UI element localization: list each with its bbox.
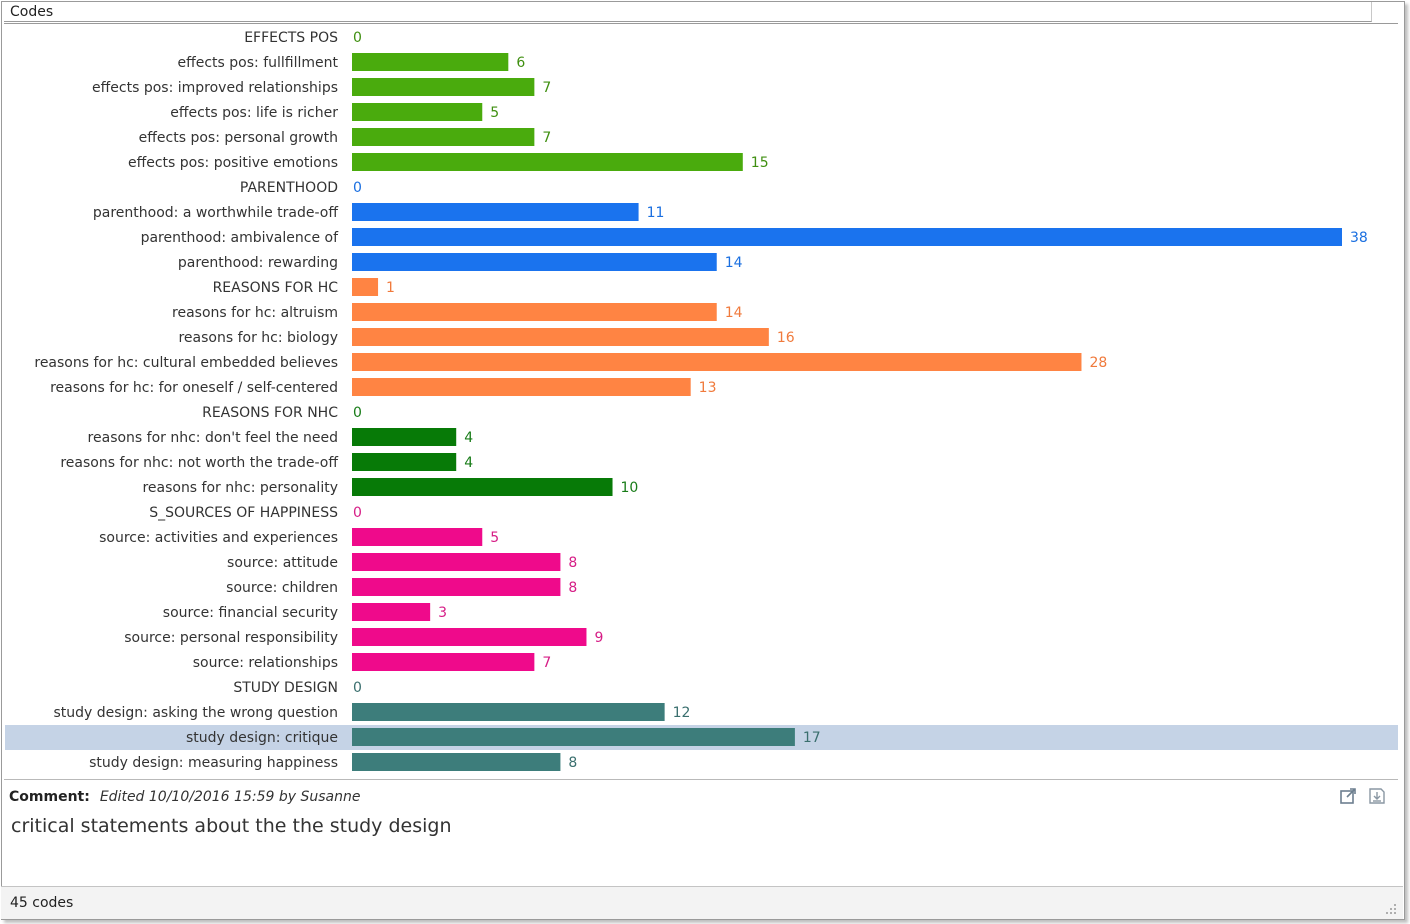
bar[interactable] xyxy=(352,728,795,746)
value-label: 10 xyxy=(621,480,639,496)
category-label[interactable]: reasons for hc: biology xyxy=(178,330,338,346)
bar[interactable] xyxy=(352,103,483,121)
value-label: 3 xyxy=(438,605,447,621)
value-label: 4 xyxy=(464,455,473,471)
bar[interactable] xyxy=(352,628,587,646)
bar[interactable] xyxy=(352,328,769,346)
category-label[interactable]: effects pos: improved relationships xyxy=(92,80,338,96)
value-label: 5 xyxy=(490,105,499,121)
category-label[interactable]: source: financial security xyxy=(163,605,338,621)
category-label[interactable]: reasons for nhc: not worth the trade-off xyxy=(60,455,338,471)
category-label[interactable]: study design: measuring happiness xyxy=(89,755,338,771)
bar[interactable] xyxy=(352,553,561,571)
bar[interactable] xyxy=(352,428,457,446)
bar[interactable] xyxy=(352,353,1082,371)
category-label[interactable]: source: attitude xyxy=(227,555,338,571)
save-icon[interactable] xyxy=(1367,786,1387,806)
value-label: 7 xyxy=(542,130,551,146)
category-label[interactable]: reasons for nhc: don't feel the need xyxy=(88,430,338,446)
bar[interactable] xyxy=(352,78,535,96)
category-label[interactable]: source: relationships xyxy=(193,655,338,671)
bar[interactable] xyxy=(352,453,457,471)
category-label[interactable]: reasons for hc: for oneself / self-cente… xyxy=(50,380,338,396)
value-label: 6 xyxy=(516,55,525,71)
status-bar: 45 codes xyxy=(1,886,1403,919)
value-label: 0 xyxy=(353,505,362,521)
value-label: 14 xyxy=(725,255,743,271)
value-label: 8 xyxy=(568,755,577,771)
value-label: 11 xyxy=(647,205,665,221)
category-label[interactable]: source: activities and experiences xyxy=(99,530,338,546)
value-label: 17 xyxy=(803,730,821,746)
value-label: 13 xyxy=(699,380,717,396)
bar[interactable] xyxy=(352,653,535,671)
export-icon[interactable] xyxy=(1338,786,1358,806)
category-label[interactable]: reasons for hc: cultural embedded believ… xyxy=(34,355,338,371)
category-label[interactable]: effects pos: personal growth xyxy=(139,130,338,146)
value-label: 0 xyxy=(353,680,362,696)
comment-meta: Edited 10/10/2016 15:59 by Susanne xyxy=(99,789,361,805)
category-label[interactable]: EFFECTS POS xyxy=(244,30,338,46)
comment-header: Comment: Edited 10/10/2016 15:59 by Susan… xyxy=(9,788,360,806)
value-label: 8 xyxy=(568,555,577,571)
value-label: 16 xyxy=(777,330,795,346)
resize-grip-icon[interactable] xyxy=(1385,903,1397,915)
bar[interactable] xyxy=(352,753,561,771)
value-label: 15 xyxy=(751,155,769,171)
comment-label: Comment: xyxy=(9,789,90,805)
category-label[interactable]: parenthood: a worthwhile trade-off xyxy=(93,205,338,221)
category-label[interactable]: STUDY DESIGN xyxy=(233,680,338,696)
value-label: 7 xyxy=(542,655,551,671)
code-count: 45 codes xyxy=(10,895,74,911)
value-label: 4 xyxy=(464,430,473,446)
bar[interactable] xyxy=(352,603,431,621)
value-label: 1 xyxy=(386,280,395,296)
panel-title: Codes xyxy=(4,2,1372,22)
category-label[interactable]: parenthood: rewarding xyxy=(178,255,338,271)
bar[interactable] xyxy=(352,128,535,146)
value-label: 5 xyxy=(490,530,499,546)
category-label[interactable]: REASONS FOR HC xyxy=(213,280,339,296)
value-label: 38 xyxy=(1350,230,1368,246)
bar[interactable] xyxy=(352,578,561,596)
bar[interactable] xyxy=(352,703,665,721)
value-label: 8 xyxy=(568,580,577,596)
bar[interactable] xyxy=(352,203,639,221)
value-label: 0 xyxy=(353,405,362,421)
bar[interactable] xyxy=(352,378,691,396)
value-label: 0 xyxy=(353,30,362,46)
value-label: 28 xyxy=(1089,355,1107,371)
category-label[interactable]: effects pos: life is richer xyxy=(170,105,338,121)
category-label[interactable]: effects pos: positive emotions xyxy=(128,155,338,171)
category-label[interactable]: source: personal responsibility xyxy=(124,630,338,646)
bar[interactable] xyxy=(352,528,483,546)
value-label: 14 xyxy=(725,305,743,321)
comment-text[interactable]: critical statements about the the study … xyxy=(11,815,452,837)
bar[interactable] xyxy=(352,303,717,321)
category-label[interactable]: reasons for hc: altruism xyxy=(172,305,338,321)
bar[interactable] xyxy=(352,278,379,296)
value-label: 0 xyxy=(353,180,362,196)
header-divider xyxy=(4,23,1398,24)
category-label[interactable]: source: children xyxy=(226,580,338,596)
bar[interactable] xyxy=(352,53,509,71)
category-label[interactable]: reasons for nhc: personality xyxy=(142,480,338,496)
bar[interactable] xyxy=(352,153,743,171)
category-label[interactable]: parenthood: ambivalence of xyxy=(141,230,340,246)
comment-divider xyxy=(4,779,1398,780)
category-label[interactable]: REASONS FOR NHC xyxy=(202,405,338,421)
category-label[interactable]: effects pos: fullfillment xyxy=(177,55,338,71)
value-label: 12 xyxy=(673,705,691,721)
category-label[interactable]: S_SOURCES OF HAPPINESS xyxy=(149,505,338,521)
bar[interactable] xyxy=(352,253,717,271)
codes-bar-chart: EFFECTS POS 0 effects pos: fullfillment 6 ef… xyxy=(5,30,1398,771)
value-label: 7 xyxy=(542,80,551,96)
category-label[interactable]: study design: asking the wrong question xyxy=(53,705,338,721)
category-label[interactable]: PARENTHOOD xyxy=(240,180,338,196)
bar[interactable] xyxy=(352,478,613,496)
value-label: 9 xyxy=(594,630,603,646)
category-label[interactable]: study design: critique xyxy=(186,730,338,746)
bar[interactable] xyxy=(352,228,1342,246)
